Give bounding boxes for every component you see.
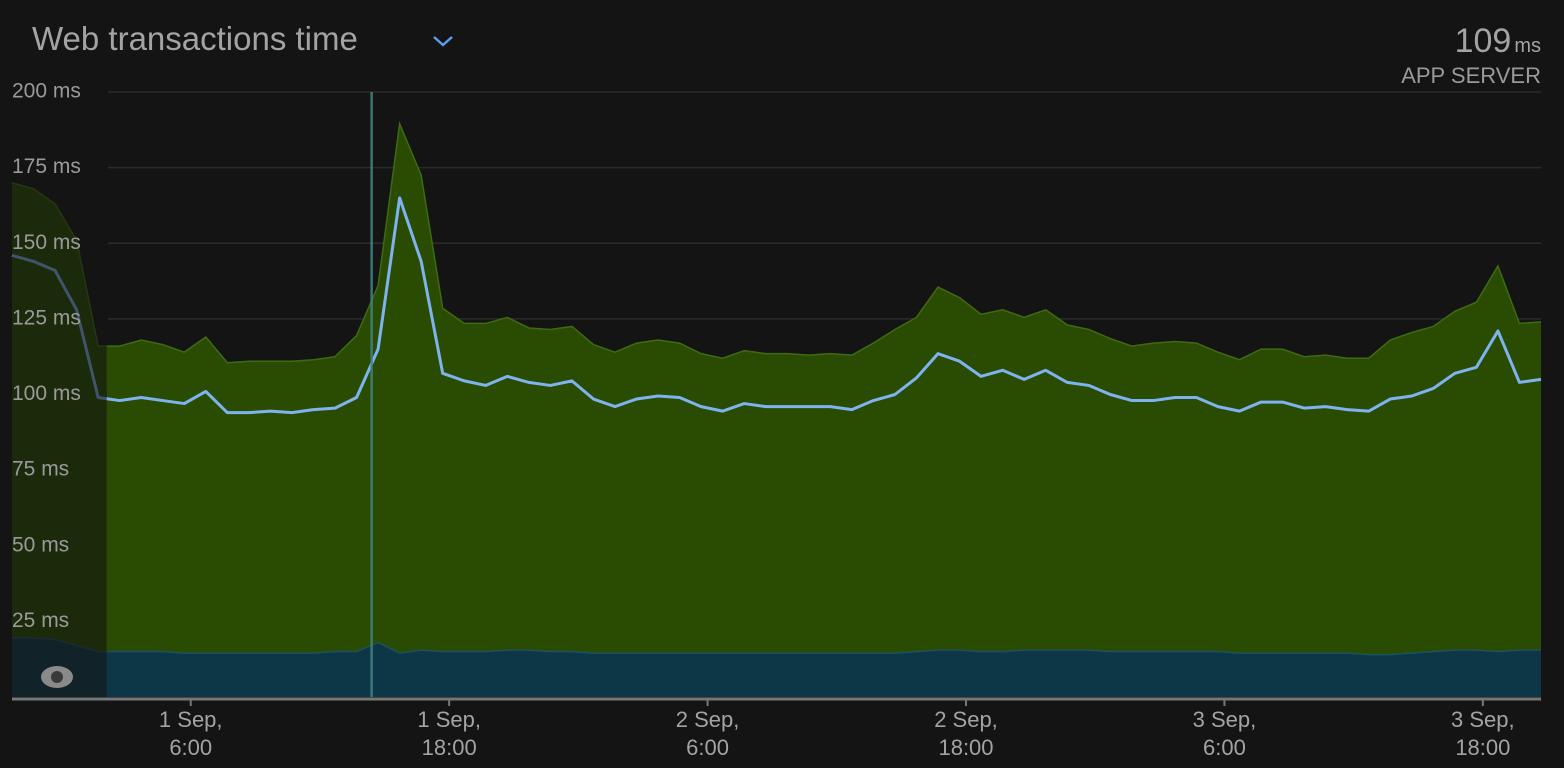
eye-pupil [51,671,63,683]
x-tick-label: 1 Sep, 6:00 [158,707,223,760]
x-tick-label: 3 Sep, 18:00 [1451,707,1515,760]
summary: 109 ms APP SERVER [1401,22,1541,89]
y-tick-label: 200 ms [12,80,81,103]
y-tick-label: 75 ms [12,458,69,481]
dropdown-chevron[interactable] [432,30,454,52]
dimmed-region [12,80,107,697]
line [11,196,1542,415]
y-tick-label: 150 ms [12,231,81,254]
chevron-icon [433,36,453,47]
area [12,123,1541,697]
area-edge [12,637,1541,656]
area [12,638,1541,697]
x-tick-label: 3 Sep, 6:00 [1192,707,1257,760]
y-tick-label: 125 ms [12,306,81,329]
summary-unit: ms [1514,35,1541,57]
summary-value: 109 [1454,22,1512,60]
visibility-toggle[interactable] [41,666,73,688]
summary-label: APP SERVER [1401,63,1541,88]
chart-title: Web transactions time [32,20,358,57]
y-tick-label: 175 ms [12,155,81,178]
y-tick-label: 100 ms [12,382,81,405]
y-tick-label: 50 ms [12,533,69,556]
x-tick-label: 1 Sep, 18:00 [417,707,481,760]
x-tick-label: 2 Sep, 6:00 [675,707,740,760]
x-tick-label: 2 Sep, 18:00 [934,707,998,760]
area-edge [11,120,1542,364]
y-tick-label: 25 ms [12,609,69,632]
